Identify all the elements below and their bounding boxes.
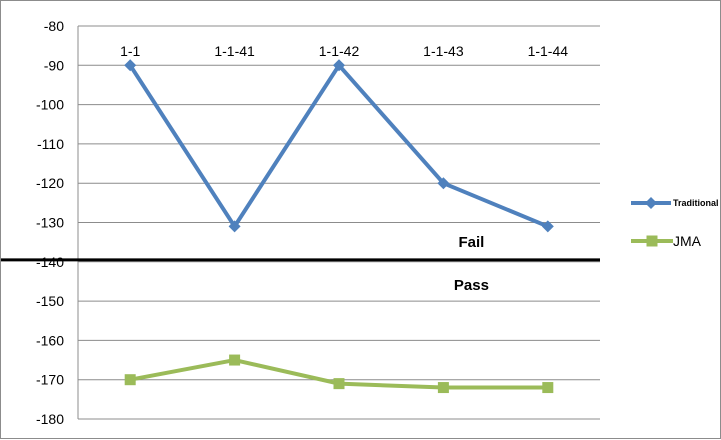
y-tick-label: -180 [36, 411, 64, 427]
series-line-traditional [128, 63, 549, 229]
category-label: 1-1-41 [214, 43, 255, 59]
pass-annotation: Pass [454, 277, 489, 294]
data-point-traditional [437, 177, 450, 190]
data-point-traditional [124, 59, 137, 72]
category-label: 1-1-42 [319, 43, 360, 59]
fail-annotation: Fail [458, 234, 484, 251]
category-label: 1-1-44 [528, 43, 569, 59]
data-point-jma [124, 374, 136, 386]
y-tick-label: -80 [44, 18, 64, 34]
legend-label-traditional: Traditional [673, 198, 719, 208]
category-label: 1-1 [120, 43, 140, 59]
y-tick-label: -110 [37, 136, 64, 152]
legend-label-jma: JMA [673, 233, 702, 249]
legend-marker-jma [646, 235, 658, 247]
data-point-traditional [333, 59, 345, 72]
y-tick-label: -170 [36, 372, 64, 388]
category-label: 1-1-43 [423, 43, 464, 59]
data-point-jma [229, 354, 241, 366]
data-point-jma [333, 378, 345, 390]
y-tick-label: -160 [36, 332, 64, 348]
y-tick-label: -120 [36, 175, 64, 191]
data-point-traditional [541, 220, 554, 233]
data-point-jma [437, 382, 449, 394]
legend-marker-traditional [645, 197, 657, 209]
y-tick-label: -90 [44, 57, 64, 73]
y-tick-label: -150 [36, 293, 64, 309]
y-tick-label: -140 [36, 254, 64, 270]
data-point-traditional [228, 220, 241, 233]
data-point-jma [542, 382, 554, 394]
legend: Traditional JMA [631, 197, 719, 249]
y-tick-label: -130 [36, 215, 64, 231]
y-tick-label: -100 [36, 97, 64, 113]
